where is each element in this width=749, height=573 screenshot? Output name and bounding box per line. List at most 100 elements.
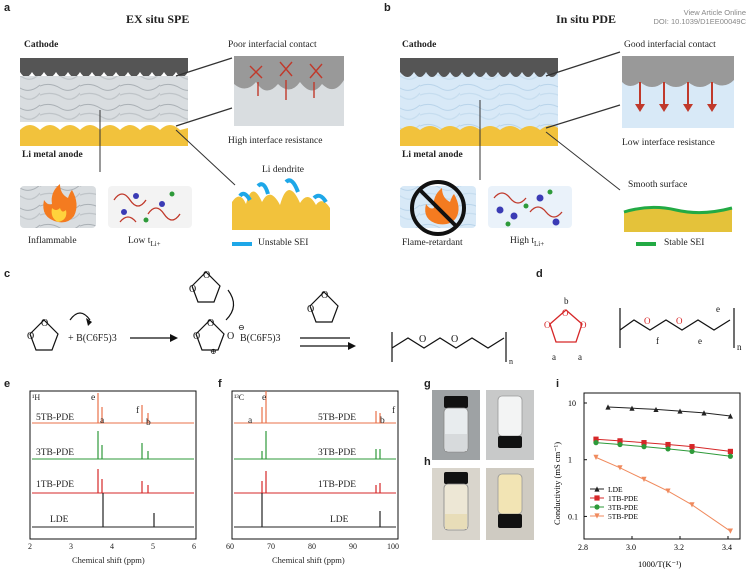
point-5TB-PDE-2	[641, 476, 647, 482]
panel-h-letter: h	[424, 456, 431, 468]
low-t-text: Low t	[128, 236, 151, 246]
x-tick-label-3: 3.4	[722, 543, 732, 552]
panel-a-illustration	[20, 56, 344, 246]
panel-e-trace-5tb: 5TB-PDE	[36, 413, 74, 423]
legend-label-3TB-PDE: 3TB-PDE	[608, 503, 638, 512]
panel-e-peak-e: e	[91, 393, 96, 403]
high-t-text: High t	[510, 236, 535, 246]
point-3TB-PDE-0	[593, 440, 599, 446]
panel-f-peak-a: a	[248, 416, 253, 426]
smooth-surface-label: Smooth surface	[628, 180, 688, 190]
panel-e-tick-2: 2	[28, 542, 32, 551]
label-a1: a	[552, 352, 556, 362]
panel-b-letter: b	[384, 2, 391, 14]
legend-marker-1TB-PDE	[594, 495, 600, 501]
panel-f-trace-lde: LDE	[330, 515, 349, 525]
panel-f-trace-1tb: 1TB-PDE	[318, 480, 356, 490]
panel-b-anode-label: Li metal anode	[402, 150, 463, 160]
cathode-layer	[20, 58, 188, 77]
point-5TB-PDE-1	[617, 465, 623, 471]
label-e1: e	[698, 336, 702, 346]
svg-text:O: O	[644, 316, 651, 326]
inflammable-label: Inflammable	[28, 236, 77, 246]
legend-marker-3TB-PDE	[594, 504, 600, 510]
y-tick-label-1: 1	[568, 456, 572, 465]
legend-label-1TB-PDE: 1TB-PDE	[608, 494, 638, 503]
unstable-sei-label: Unstable SEI	[258, 238, 309, 248]
panel-d-structures: O O O O O b a a f e e n	[544, 296, 742, 362]
legend-label-5TB-PDE: 5TB-PDE	[608, 512, 638, 521]
low-t-label: Low tLi+	[128, 236, 161, 248]
high-resistance-label: High interface resistance	[228, 136, 323, 146]
panel-a-title: EX situ SPE	[126, 12, 190, 26]
panel-f-peak-b: b	[380, 416, 385, 426]
panel-f-letter: f	[218, 378, 222, 390]
stable-sei-label: Stable SEI	[664, 238, 705, 248]
svg-text:O: O	[321, 290, 328, 301]
panel-e-nucleus: ¹H	[32, 393, 41, 402]
panel-f-tick-80: 80	[308, 542, 316, 551]
panel-e-peak-b: b	[146, 418, 151, 428]
series-line-5TB-PDE	[595, 456, 731, 532]
point-LDE-4	[701, 410, 707, 416]
panel-e-trace-lde: LDE	[50, 515, 69, 525]
point-LDE-3	[677, 408, 683, 414]
panel-d-letter: d	[536, 268, 543, 280]
panel-f-trace-5tb: 5TB-PDE	[318, 413, 356, 423]
point-LDE-2	[653, 406, 659, 413]
y-tick-label-2: 10	[568, 399, 576, 408]
panel-f-peak-f: f	[392, 406, 396, 416]
y-tick-label-0: 0.1	[568, 512, 578, 521]
svg-text:⊕: ⊕	[210, 347, 217, 356]
panel-f-tick-90: 90	[349, 542, 357, 551]
point-LDE-5	[727, 413, 733, 419]
label-n: n	[737, 342, 742, 352]
panel-f-tick-100: 100	[387, 542, 399, 551]
point-1TB-PDE-5	[727, 448, 733, 455]
point-5TB-PDE-5	[727, 528, 733, 534]
x-tick-label-2: 3.2	[674, 543, 684, 552]
panel-a-letter: a	[4, 2, 11, 14]
point-1TB-PDE-2	[641, 440, 647, 446]
label-f: f	[656, 336, 659, 346]
series-line-LDE	[607, 406, 731, 417]
panel-g-letter: g	[424, 378, 431, 390]
label-a2: a	[578, 352, 582, 362]
svg-text:O: O	[580, 320, 587, 330]
point-1TB-PDE-0	[593, 436, 599, 442]
panel-e-tick-5: 5	[151, 542, 155, 551]
low-resistance-label: Low interface resistance	[622, 138, 715, 148]
good-contact-label: Good interfacial contact	[624, 40, 716, 50]
panel-e-trace-3tb: 3TB-PDE	[36, 448, 74, 458]
panel-b-cathode-label: Cathode	[402, 40, 437, 50]
svg-text:O: O	[307, 304, 314, 315]
legend-label-LDE: LDE	[608, 485, 623, 494]
reagent-text: + B(C6F5)3	[68, 333, 117, 344]
series-line-3TB-PDE	[595, 442, 731, 457]
panel-c-letter: c	[4, 268, 11, 280]
panel-e-trace-1tb: 1TB-PDE	[36, 480, 74, 490]
svg-text:⊖: ⊖	[238, 323, 245, 332]
panel-e-tick-6: 6	[192, 542, 196, 551]
panel-a-anode-label: Li metal anode	[22, 150, 83, 160]
anode-layer	[20, 125, 188, 146]
panel-f-tick-60: 60	[226, 542, 234, 551]
panel-e-letter: e	[4, 378, 11, 390]
point-LDE-1	[629, 405, 635, 411]
panel-f-nmr	[231, 390, 399, 540]
point-3TB-PDE-1	[617, 441, 623, 448]
point-5TB-PDE-3	[665, 488, 671, 494]
panel-f-peak-e: e	[262, 393, 267, 403]
legend-marker-5TB-PDE	[594, 513, 600, 519]
panel-e-tick-4: 4	[110, 542, 114, 551]
poor-contact-label: Poor interfacial contact	[228, 40, 317, 50]
panel-i-letter: i	[556, 378, 560, 390]
xlabel: 1000/T(K⁻¹)	[638, 559, 682, 569]
svg-text:O: O	[41, 318, 48, 329]
watermark-doi: DOI: 10.1039/D1EE00049C	[653, 17, 746, 26]
svg-text:n: n	[509, 357, 513, 366]
panel-f-nucleus: ¹³C	[234, 393, 245, 402]
x-tick-label-1: 3.0	[626, 543, 636, 552]
svg-text:O: O	[544, 320, 551, 330]
